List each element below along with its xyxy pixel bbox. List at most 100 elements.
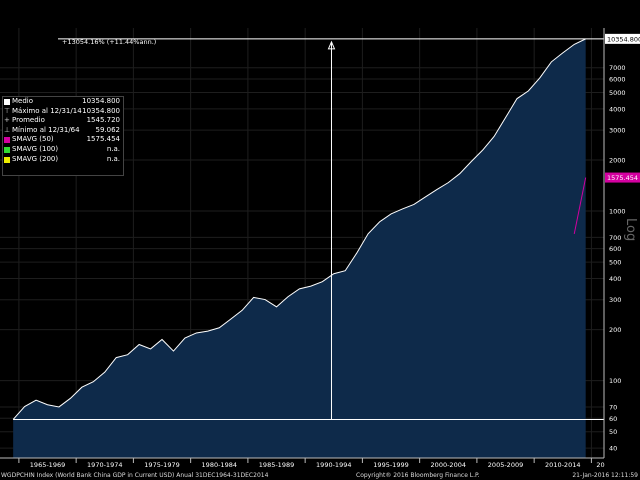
data-point — [436, 189, 437, 190]
change-annotation: +13054.16% (+11.44%ann.) — [62, 38, 156, 46]
legend-value: 59.062 — [95, 125, 121, 134]
y-tick-label: 400 — [609, 275, 621, 283]
legend-value: n.a. — [106, 144, 120, 153]
legend-label: SMAVG (200) — [12, 154, 59, 163]
x-tick-label: 1980-1984 — [202, 461, 237, 469]
data-point — [127, 354, 128, 355]
x-tick-label: 2000-2004 — [431, 461, 466, 469]
data-point — [173, 350, 174, 351]
data-point — [116, 357, 117, 358]
legend-label: Medio — [12, 97, 34, 105]
x-tick-label: 1975-1979 — [144, 461, 179, 469]
legend-value: 10354.800 — [82, 106, 120, 115]
y-tick-label: 60 — [609, 415, 617, 423]
data-point — [24, 406, 25, 407]
data-point — [207, 331, 208, 332]
x-tick-label: 1995-1999 — [373, 461, 408, 469]
x-tick-label: 2005-2009 — [488, 461, 523, 469]
data-point — [368, 233, 369, 234]
data-point — [13, 419, 14, 420]
data-point — [264, 299, 265, 300]
y-tick-label: 600 — [609, 245, 621, 253]
data-point — [459, 173, 460, 174]
data-point — [81, 387, 82, 388]
legend-item: ⊥ Mínimo al 12/31/64 59.062 — [3, 126, 123, 136]
data-point — [70, 398, 71, 399]
y-tick-label: 40 — [609, 445, 617, 453]
legend-value: 1545.720 — [86, 116, 120, 125]
legend-swatch — [4, 156, 10, 163]
legend-label: Máximo al 12/31/14 — [12, 106, 82, 115]
data-point — [104, 372, 105, 373]
legend-item: SMAVG (200) n.a. — [3, 155, 123, 165]
legend-item: Medio 10354.800 — [3, 97, 123, 107]
data-point — [35, 400, 36, 401]
y-tick-label: 1000 — [609, 208, 626, 216]
data-point — [299, 288, 300, 289]
legend-item: + Promedio 1545.720 — [3, 116, 123, 126]
footer-timestamp: 21-Jan-2016 12:11:59 — [572, 472, 638, 479]
x-tick-label: 1985-1989 — [259, 461, 294, 469]
data-point — [196, 332, 197, 333]
data-point — [551, 61, 552, 62]
legend-value: n.a. — [106, 154, 120, 163]
legend-value: 10354.800 — [82, 97, 120, 105]
footer-copyright: Copyright® 2016 Bloomberg Finance L.P. — [356, 472, 480, 479]
y-tick-label: 100 — [609, 377, 621, 385]
y-tick-label: 700 — [609, 234, 621, 242]
data-point — [505, 117, 506, 118]
footer: WGDPCHIN Index (World Bank China GDP in … — [0, 471, 640, 480]
data-point — [58, 406, 59, 407]
legend-value: 1575.454 — [86, 135, 120, 144]
data-point — [448, 182, 449, 183]
legend-label: SMAVG (100) — [12, 144, 59, 153]
data-point — [230, 318, 231, 319]
data-point — [242, 310, 243, 311]
legend-item: SMAVG (50) 1575.454 — [3, 135, 123, 145]
data-point — [322, 281, 323, 282]
y-tick-label: 500 — [609, 259, 621, 267]
data-point — [47, 404, 48, 405]
y-tick-label: 2000 — [609, 156, 626, 164]
legend-label: SMAVG (50) — [12, 135, 54, 144]
change-arrow-head — [327, 40, 336, 50]
data-point — [345, 270, 346, 271]
legend-item: SMAVG (100) n.a. — [3, 145, 123, 155]
smavg-value-box — [605, 172, 640, 183]
data-point — [390, 213, 391, 214]
y-tick-label: 50 — [609, 428, 617, 436]
data-point — [562, 52, 563, 53]
y-tick-label: 6000 — [609, 76, 626, 84]
data-point — [150, 348, 151, 349]
gdp-line — [12, 38, 586, 420]
data-point — [413, 204, 414, 205]
data-point — [516, 98, 517, 99]
data-point — [219, 327, 220, 328]
y-tick-label: 70 — [609, 403, 617, 411]
legend: Medio 10354.800 ⊤ Máximo al 12/31/14 10354.8… — [2, 96, 124, 176]
y-tick-label: 200 — [609, 326, 621, 334]
data-point — [425, 196, 426, 197]
gdp-area — [13, 38, 586, 458]
data-point — [276, 306, 277, 307]
data-point — [333, 273, 334, 274]
data-point — [379, 221, 380, 222]
data-point — [539, 77, 540, 78]
legend-marker-icon: ⊥ — [4, 125, 11, 134]
legend-marker-icon: ⊤ — [4, 106, 11, 115]
data-point — [184, 337, 185, 338]
y-tick-label: 7000 — [609, 64, 626, 72]
smavg-50-line — [573, 177, 587, 235]
legend-marker-icon: + — [4, 116, 10, 125]
legend-swatch — [4, 137, 10, 144]
x-tick-label: 20 — [596, 461, 604, 469]
x-tick-label: 1965-1969 — [30, 461, 65, 469]
data-point — [402, 208, 403, 209]
data-point — [471, 161, 472, 162]
y-tick-label: 4000 — [609, 105, 626, 113]
axis-scale-label: Log — [623, 218, 638, 241]
x-tick-label: 1990-1994 — [316, 461, 351, 469]
smavg-value-label: 1575.454 — [607, 174, 638, 182]
last-value-label: 10354.800 — [607, 35, 640, 43]
